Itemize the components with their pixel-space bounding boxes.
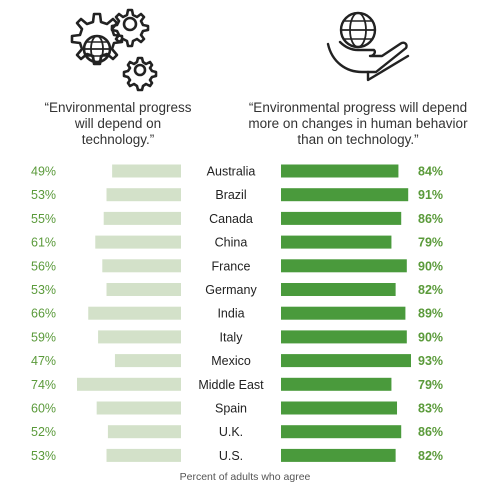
left-bar-5 bbox=[106, 283, 181, 296]
left-value-label-0: 49% bbox=[31, 165, 56, 179]
right-bar-12 bbox=[281, 448, 396, 462]
category-label-8: Mexico bbox=[211, 354, 251, 368]
category-label-5: Germany bbox=[205, 283, 257, 297]
right-bar-6 bbox=[281, 306, 406, 320]
right-bar-4 bbox=[281, 259, 407, 273]
category-label-7: Italy bbox=[220, 330, 244, 344]
right-value-label-5: 82% bbox=[418, 283, 443, 297]
right-bar-1 bbox=[281, 188, 409, 202]
left-bar-0 bbox=[112, 164, 181, 178]
category-label-4: France bbox=[212, 259, 251, 273]
right-value-label-7: 90% bbox=[418, 330, 443, 344]
category-label-9: Middle East bbox=[198, 378, 264, 392]
right-bar-11 bbox=[281, 425, 402, 439]
left-column-heading: “Environmental progress will depend on t… bbox=[44, 100, 192, 147]
right-column-heading: “Environmental progress will depend more… bbox=[248, 100, 468, 147]
right-bar-8 bbox=[281, 354, 411, 368]
right-bar-3 bbox=[281, 235, 392, 249]
right-value-label-8: 93% bbox=[418, 354, 443, 368]
left-value-label-1: 53% bbox=[31, 188, 56, 202]
left-bar-2 bbox=[103, 211, 181, 225]
left-bar-4 bbox=[102, 259, 181, 273]
gears-with-globe-icon bbox=[70, 8, 158, 92]
category-label-3: China bbox=[215, 236, 248, 250]
left-bar-7 bbox=[98, 330, 181, 344]
category-label-11: U.K. bbox=[219, 425, 243, 439]
left-bar-12 bbox=[106, 448, 181, 462]
category-label-0: Australia bbox=[207, 165, 256, 179]
right-value-label-0: 84% bbox=[418, 165, 443, 179]
right-value-label-11: 86% bbox=[418, 425, 443, 439]
left-bar-11 bbox=[107, 425, 181, 439]
left-value-label-12: 53% bbox=[31, 449, 56, 463]
category-label-6: India bbox=[217, 307, 244, 321]
right-value-label-6: 89% bbox=[418, 307, 443, 321]
left-bar-3 bbox=[95, 235, 181, 249]
left-bar-9 bbox=[77, 377, 181, 391]
right-bar-9 bbox=[281, 377, 392, 391]
left-value-label-8: 47% bbox=[31, 354, 56, 368]
category-label-1: Brazil bbox=[215, 188, 246, 202]
left-value-label-4: 56% bbox=[31, 259, 56, 273]
left-value-label-3: 61% bbox=[31, 236, 56, 250]
category-label-10: Spain bbox=[215, 402, 247, 416]
left-bar-6 bbox=[88, 306, 181, 320]
right-value-label-3: 79% bbox=[418, 236, 443, 250]
left-bar-8 bbox=[114, 354, 181, 368]
right-value-label-10: 83% bbox=[418, 402, 443, 416]
left-value-label-2: 55% bbox=[31, 212, 56, 226]
left-value-label-6: 66% bbox=[31, 307, 56, 321]
left-value-label-5: 53% bbox=[31, 283, 56, 297]
category-label-12: U.S. bbox=[219, 449, 243, 463]
left-value-label-7: 59% bbox=[31, 330, 56, 344]
right-value-label-2: 86% bbox=[418, 212, 443, 226]
right-value-label-1: 91% bbox=[418, 188, 443, 202]
right-bar-0 bbox=[281, 164, 399, 178]
right-bar-5 bbox=[281, 283, 396, 296]
right-value-label-12: 82% bbox=[418, 449, 443, 463]
left-value-label-9: 74% bbox=[31, 378, 56, 392]
x-axis-label: Percent of adults who agree bbox=[179, 471, 311, 483]
right-bar-2 bbox=[281, 211, 402, 225]
right-value-label-4: 90% bbox=[418, 259, 443, 273]
left-value-label-10: 60% bbox=[31, 402, 56, 416]
left-bar-10 bbox=[96, 401, 181, 415]
left-value-label-11: 52% bbox=[31, 425, 56, 439]
right-value-label-9: 79% bbox=[418, 378, 443, 392]
left-bar-1 bbox=[106, 188, 181, 202]
category-label-2: Canada bbox=[209, 212, 253, 226]
right-bar-7 bbox=[281, 330, 407, 344]
hand-holding-globe-icon bbox=[326, 11, 410, 82]
right-bar-10 bbox=[281, 401, 398, 415]
